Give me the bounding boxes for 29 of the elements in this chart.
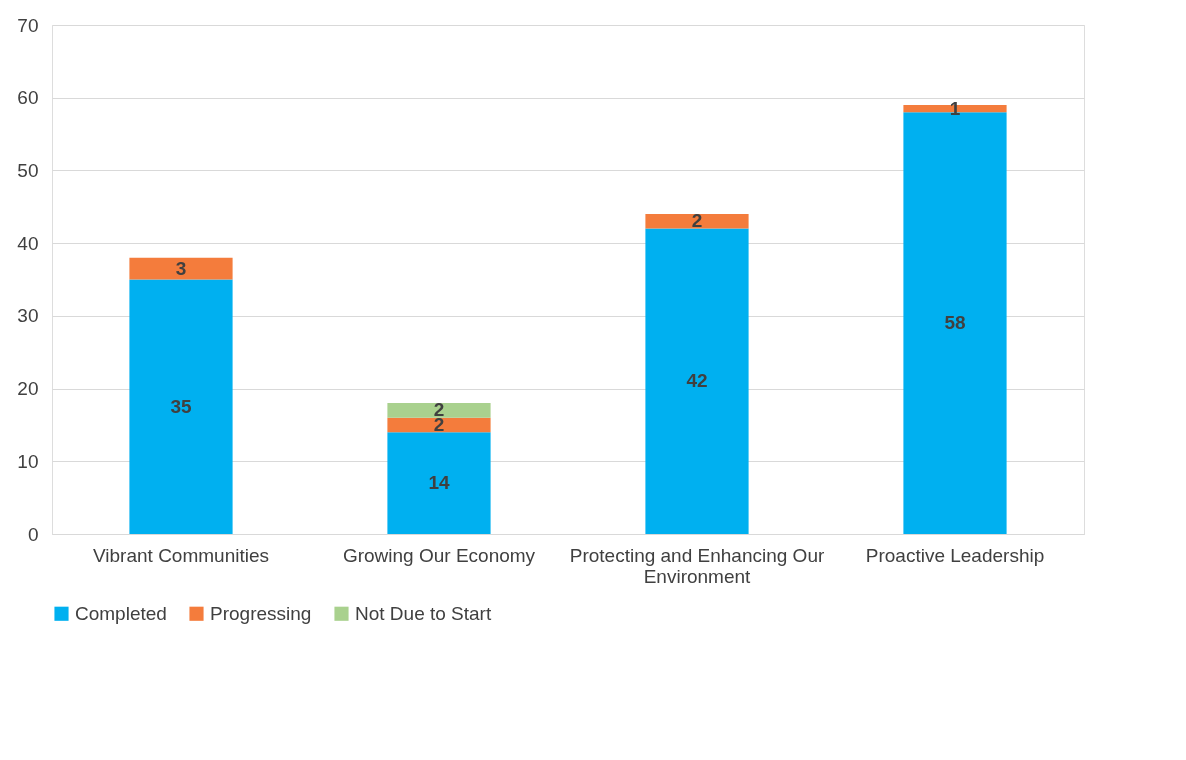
data-label: 14 — [428, 472, 450, 494]
data-label: 42 — [686, 370, 708, 392]
legend-label: Not Due to Start — [355, 602, 492, 624]
y-tick-label: 30 — [17, 305, 39, 327]
y-tick-label: 40 — [17, 232, 39, 254]
x-tick-label: Growing Our Economy — [342, 544, 536, 566]
bar — [387, 403, 491, 418]
x-tick-label: Vibrant Communities — [92, 544, 270, 566]
bar — [645, 214, 749, 229]
y-tick-label: 70 — [17, 14, 39, 36]
data-label: 35 — [170, 395, 192, 417]
bar — [387, 432, 491, 534]
bar — [645, 228, 749, 534]
data-label: 3 — [175, 257, 187, 279]
y-tick-label: 10 — [17, 450, 39, 472]
bar — [903, 104, 1007, 113]
x-tick-label: Proactive Leadership — [865, 544, 1045, 566]
data-label: 58 — [944, 312, 966, 334]
y-tick-label: 20 — [17, 378, 39, 400]
y-tick-label: 60 — [17, 87, 39, 109]
legend-label: Completed — [75, 602, 167, 624]
y-tick-label: 0 — [27, 523, 39, 545]
bar — [387, 417, 491, 433]
legend-label: Progressing — [210, 602, 312, 624]
bar — [129, 279, 233, 534]
x-tick-label: Protecting and Enhancing Our Environment — [569, 544, 825, 587]
y-tick-label: 50 — [17, 159, 39, 181]
bar — [129, 257, 233, 280]
data-label: 2 — [691, 210, 703, 232]
